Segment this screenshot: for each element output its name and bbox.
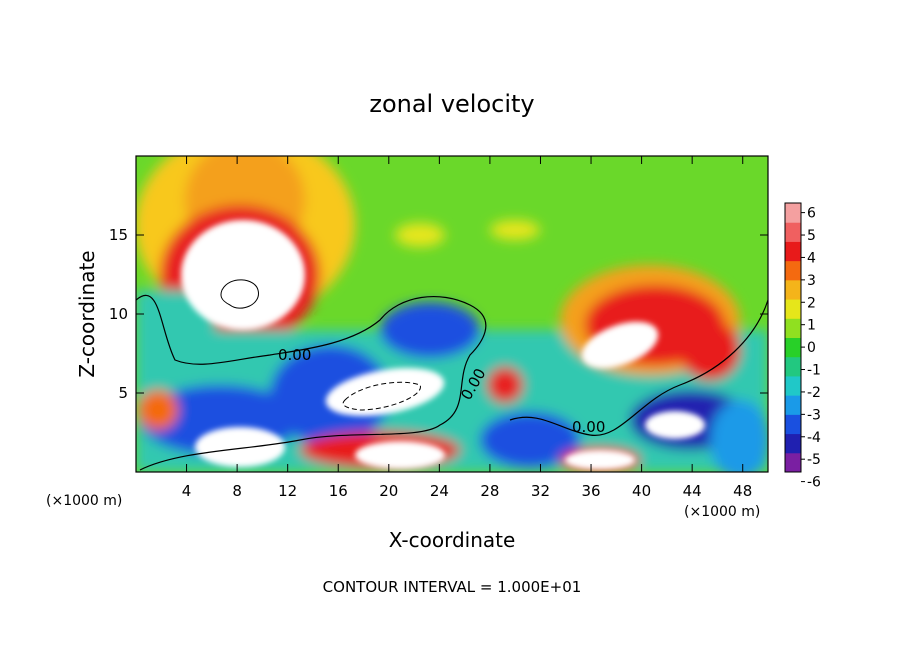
x-tick-label: 48	[733, 482, 752, 500]
colorbar-swatch	[785, 337, 801, 358]
colorbar-swatch	[785, 395, 801, 415]
x-tick-label: 44	[683, 482, 702, 500]
y-axis: 5 10 15	[109, 226, 768, 402]
colorbar-swatch	[785, 318, 801, 338]
x-tick-label: 40	[632, 482, 651, 500]
x-units-note-left: (×1000 m)	[46, 493, 122, 509]
x-tick-label: 28	[480, 482, 499, 500]
contour-dashed	[342, 381, 421, 411]
y-tick-label: 15	[109, 226, 128, 244]
colorbar-tick-label: -4	[807, 430, 821, 446]
x-axis: 4 8 12 16 20 24 28 32 36 40 44 48	[182, 156, 752, 500]
x-tick-label: 36	[581, 482, 600, 500]
x-tick-label: 16	[329, 482, 348, 500]
colorbar-tick-label: -3	[807, 407, 821, 423]
colorbar-swatch	[785, 452, 801, 473]
x-axis-label: X-coordinate	[389, 528, 516, 552]
x-tick-label: 32	[531, 482, 550, 500]
colorbar-tick-label: 5	[807, 228, 816, 244]
colorbar-tick-label: -2	[807, 385, 821, 401]
x-tick-label: 12	[278, 482, 297, 500]
colorbar-swatch	[785, 241, 801, 262]
colorbar-tick-label: 6	[807, 206, 816, 222]
colorbar-tick-label: 0	[807, 340, 816, 356]
colorbar-tick-label: -1	[807, 363, 821, 379]
y-tick-label: 10	[109, 305, 128, 323]
colorbar-frame	[784, 202, 802, 473]
colorbar-swatch	[785, 433, 801, 454]
colorbar-tick-label: 3	[807, 273, 816, 289]
heatmap-field	[136, 156, 768, 472]
colorbar-swatch	[785, 299, 801, 319]
contour-interval-note: CONTOUR INTERVAL = 1.000E+01	[323, 578, 582, 596]
x-tick-label: 20	[379, 482, 398, 500]
y-axis-label: Z-coordinate	[75, 250, 99, 377]
colorbar-swatch	[785, 356, 801, 377]
x-tick-label: 24	[430, 482, 449, 500]
contour-closed	[220, 279, 259, 309]
colorbar-tick-label: -5	[807, 452, 821, 468]
chart-title: zonal velocity	[369, 90, 534, 118]
colorbar-swatch	[785, 279, 801, 300]
colorbar-swatch	[785, 414, 801, 435]
contour-label: 0.00	[278, 346, 311, 364]
x-tick-label: 8	[232, 482, 242, 500]
x-tick-label: 4	[182, 482, 192, 500]
zero-contour	[509, 299, 768, 436]
colorbar-swatch	[785, 222, 801, 242]
x-units-note-right: (×1000 m)	[684, 504, 760, 520]
colorbar-swatch	[785, 260, 801, 281]
colorbar-tick-label: 2	[807, 295, 816, 311]
colorbar-tick-label: 1	[807, 318, 816, 334]
y-tick-label: 5	[118, 384, 128, 402]
colorbar: 6 5 4 3 2 1 0 -1 -2 -3 -4 -5 -6	[784, 202, 821, 491]
zero-contour	[136, 294, 487, 471]
colorbar-swatch	[785, 375, 801, 396]
colorbar-tick-label: -6	[807, 475, 821, 491]
colorbar-tick-label: 4	[807, 250, 816, 266]
contour-label: 0.00	[572, 418, 605, 436]
colorbar-swatch	[785, 203, 801, 223]
